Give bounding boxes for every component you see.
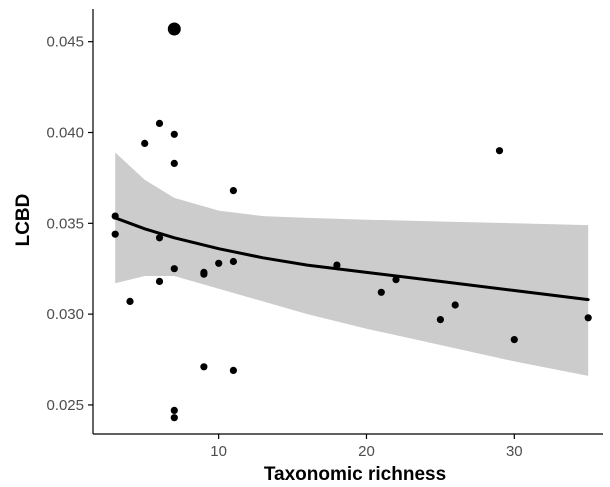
data-point: [200, 270, 208, 278]
data-point: [436, 316, 444, 324]
fit-line-layer: [113, 216, 590, 302]
data-point: [495, 147, 504, 155]
data-point: [333, 261, 341, 269]
confidence-band-layer: [115, 152, 589, 376]
data-point-large: [167, 22, 181, 36]
data-point: [111, 230, 119, 238]
confidence-band: [115, 152, 589, 376]
y-tick-label: 0.045: [46, 34, 84, 51]
data-point: [377, 288, 385, 296]
y-tick-label: 0.035: [46, 215, 84, 232]
y-tick-label: 0.030: [46, 306, 84, 323]
data-point: [510, 336, 518, 344]
x-tick-label: 20: [358, 443, 375, 460]
data-point: [170, 414, 178, 422]
data-point: [584, 314, 592, 322]
data-point: [126, 297, 134, 305]
data-point: [170, 130, 178, 138]
data-point: [141, 139, 149, 147]
x-tick-label: 30: [506, 443, 523, 460]
data-point: [111, 212, 119, 220]
data-point: [200, 363, 208, 371]
data-point: [155, 277, 164, 285]
data-point: [392, 276, 400, 284]
data-point: [451, 301, 459, 309]
data-point: [215, 259, 223, 267]
y-axis-title: LCBD: [13, 194, 34, 247]
data-point: [229, 257, 237, 266]
x-axis-title: Taxonomic richness: [264, 464, 446, 485]
data-points-layer: [111, 22, 592, 422]
fit-line: [113, 216, 590, 302]
data-point: [229, 187, 237, 195]
y-tick-label: 0.040: [46, 125, 84, 142]
data-point: [170, 406, 178, 414]
axes-layer: 10 20 30 0.025 0.030 0.035 0.040 0.045: [46, 9, 603, 460]
data-point: [170, 159, 178, 167]
data-point: [155, 234, 164, 242]
data-point: [155, 119, 164, 127]
y-tick-label: 0.025: [46, 397, 84, 414]
data-point: [229, 366, 237, 374]
data-point: [170, 265, 178, 273]
x-tick-label: 10: [210, 443, 227, 460]
